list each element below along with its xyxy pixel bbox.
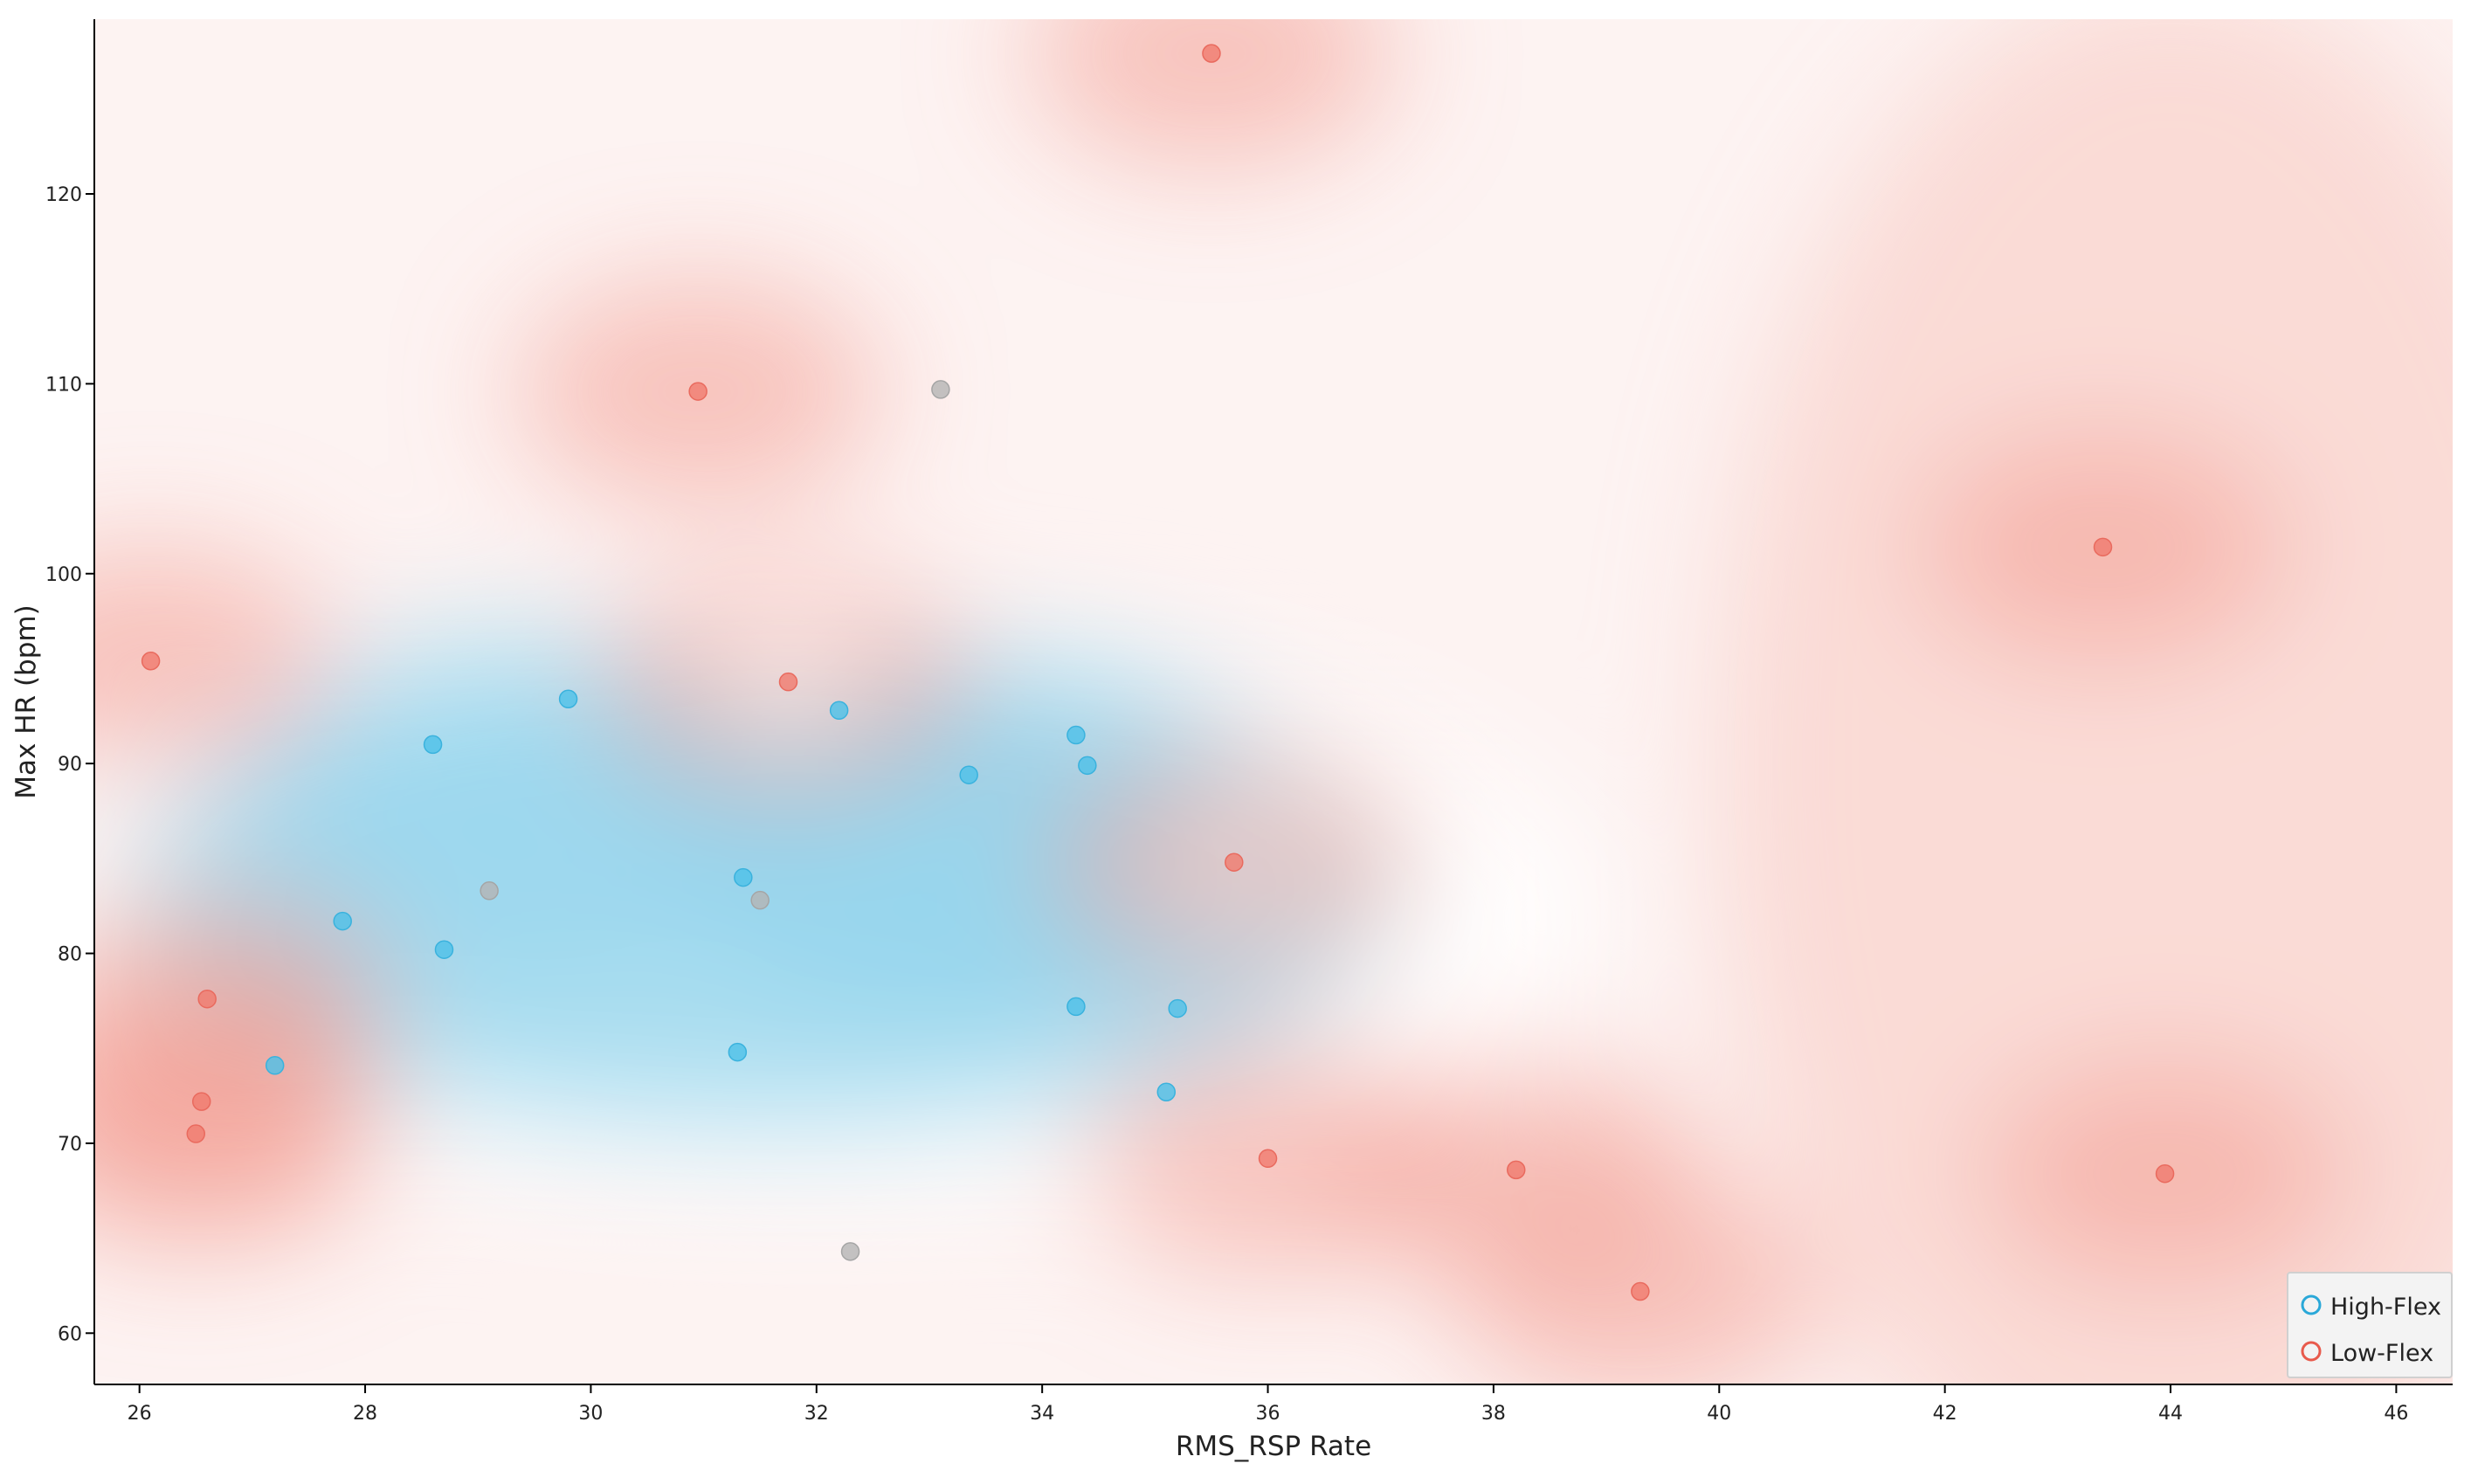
low-flex-point [141,652,161,671]
high-flex-point [829,701,849,721]
y-tick-label: 60 [58,1323,82,1345]
x-tick-label: 44 [2158,1403,2183,1425]
unlabeled-point [480,881,499,901]
y-tick-label: 70 [58,1134,82,1156]
low-flex-point [2155,1163,2175,1184]
x-tick-label: 40 [1707,1403,1731,1425]
legend-label-low-flex: Low-Flex [2330,1340,2433,1367]
high-flex-point [728,1042,748,1062]
x-tick-label: 30 [578,1403,603,1425]
axes: 26 28 30 32 34 36 38 40 42 44 46 60 70 80 90 100 110 120 [45,19,2453,1425]
unlabeled-point [840,1242,860,1261]
legend: High-Flex Low-Flex [2287,1272,2453,1378]
high-flex-point [959,765,978,784]
y-tick-label: 100 [45,564,82,586]
high-flex-point [1066,997,1086,1017]
x-tick-label: 28 [353,1403,377,1425]
low-flex-point [1507,1160,1526,1180]
x-tick-label: 32 [804,1403,829,1425]
low-flex-point [191,1092,211,1111]
data-points [141,44,2175,1301]
high-flex-point [423,735,443,755]
low-flex-point [1202,44,1221,63]
high-flex-point [265,1056,285,1075]
y-tick-label: 80 [58,944,82,966]
y-tick-label: 120 [45,184,82,206]
y-tick-label: 90 [58,754,82,776]
low-flex-point [1631,1281,1650,1301]
high-flex-point [1066,725,1086,745]
low-flex-point [1258,1149,1278,1169]
legend-marker-high-flex [2301,1294,2322,1315]
high-flex-point [1156,1082,1177,1101]
high-flex-point [734,867,753,887]
low-flex-point [197,989,217,1009]
high-flex-point [434,940,454,959]
high-flex-point [1078,756,1097,776]
legend-label-high-flex: High-Flex [2330,1294,2441,1321]
low-flex-point [688,382,707,401]
unlabeled-point [750,890,770,910]
y-axis-label: Max HR (bpm) [10,604,42,798]
x-tick-label: 38 [1481,1403,1506,1425]
x-tick-label: 26 [128,1403,152,1425]
x-axis-label: RMS_RSP Rate [1176,1431,1371,1462]
unlabeled-point [931,380,950,399]
high-flex-point [558,689,578,708]
x-tick-label: 36 [1256,1403,1280,1425]
legend-box [2287,1272,2453,1378]
high-flex-point [333,911,352,931]
x-tick-label: 46 [2384,1403,2408,1425]
y-tick-label: 110 [45,374,82,396]
low-flex-point [186,1124,206,1143]
low-flex-point [1225,852,1244,872]
legend-marker-low-flex [2301,1341,2322,1362]
low-flex-point [2093,537,2113,557]
high-flex-point [1168,998,1187,1018]
x-tick-label: 34 [1030,1403,1054,1425]
low-flex-point [778,672,798,692]
x-tick-label: 42 [1933,1403,1957,1425]
